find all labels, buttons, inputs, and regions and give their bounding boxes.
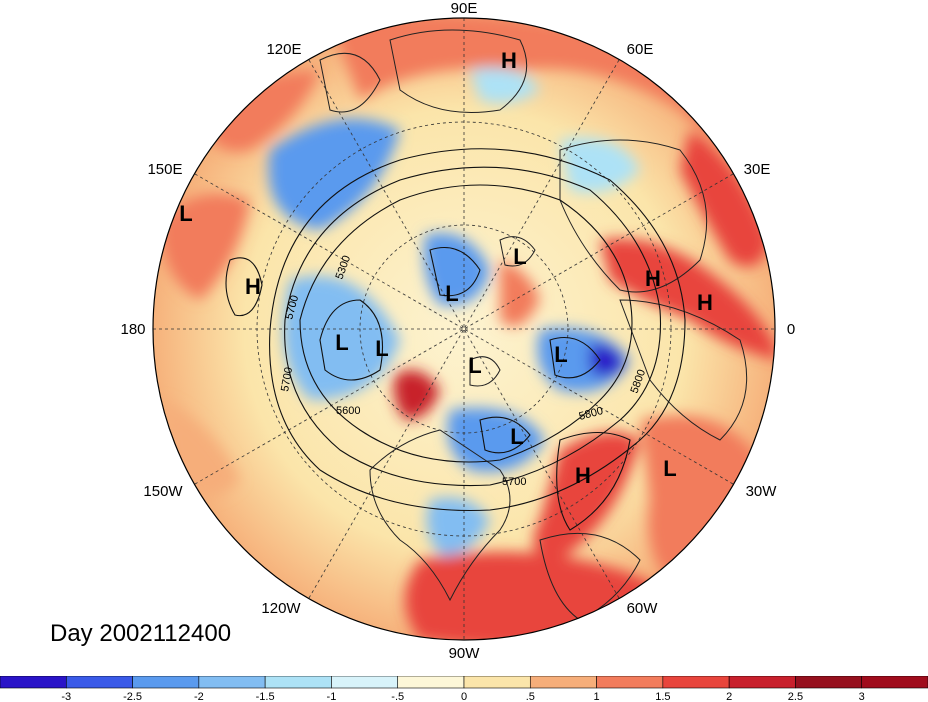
- height-contours: [225, 148, 686, 531]
- polar-stereographic-map: 90E 60E 120E 30E 150E 0 180 30W 150W 60W…: [120, 0, 795, 662]
- high-marker: H: [697, 290, 713, 315]
- lon-label-90e: 90E: [451, 0, 478, 17]
- pressure-markers: H L H L L L H H L L L L L H L: [179, 48, 713, 488]
- colorbar-cell: [861, 676, 928, 689]
- low-marker: L: [513, 244, 526, 269]
- colorbar-cell: [264, 676, 332, 689]
- lon-label-150w: 150W: [143, 483, 183, 500]
- graticule: [153, 18, 775, 640]
- high-marker: H: [575, 463, 591, 488]
- lon-label-30e: 30E: [744, 161, 771, 178]
- colorbar-cell: [65, 676, 133, 689]
- colorbar-cell: [132, 676, 200, 689]
- colorbar-tick-label: 1.5: [655, 691, 670, 702]
- contour-label: 5700: [279, 366, 295, 392]
- colorbar-tick-label: -1.5: [256, 691, 275, 702]
- high-marker: H: [645, 266, 661, 291]
- colorbar-cell: [463, 676, 531, 689]
- low-marker: L: [179, 201, 192, 226]
- lon-label-150e: 150E: [147, 161, 182, 178]
- colorbar-cell: [397, 676, 465, 689]
- colorbar-tick-label: -1: [327, 691, 337, 702]
- colorbar-tick-label: -2: [194, 691, 204, 702]
- high-marker: H: [245, 274, 261, 299]
- colorbar-cell: [728, 676, 796, 689]
- colorbar: -3 -2.5 -2 -1.5 -1 -.5 0 .5 1 1.5 2 2.5 3: [0, 676, 928, 702]
- lon-label-30w: 30W: [746, 483, 778, 500]
- map-border: [152, 17, 776, 641]
- contour-label: 5700: [502, 476, 526, 488]
- lon-label-60w: 60W: [627, 600, 659, 617]
- longitude-labels: 90E 60E 120E 30E 150E 0 180 30W 150W 60W…: [120, 0, 795, 662]
- colorbar-tick-label: .5: [526, 691, 535, 702]
- low-marker: L: [445, 281, 458, 306]
- lon-label-0: 0: [787, 321, 795, 338]
- colorbar-cell: [795, 676, 863, 689]
- colorbar-cell: [0, 676, 67, 689]
- colorbar-tick-label: -3: [61, 691, 71, 702]
- low-marker: L: [375, 336, 388, 361]
- lon-label-60e: 60E: [627, 41, 654, 58]
- colorbar-cells: [0, 676, 928, 689]
- contour-label: 5600: [336, 405, 360, 417]
- colorbar-tick-label: 2: [726, 691, 732, 702]
- lon-label-180: 180: [120, 321, 145, 338]
- low-marker: L: [554, 342, 567, 367]
- low-marker: L: [468, 353, 481, 378]
- colorbar-tick-label: 2.5: [788, 691, 803, 702]
- day-label: Day 2002112400: [50, 620, 232, 647]
- colorbar-tick-label: 3: [859, 691, 865, 702]
- low-marker: L: [663, 456, 676, 481]
- lon-label-120e: 120E: [266, 41, 301, 58]
- colorbar-cell: [596, 676, 664, 689]
- low-marker: L: [335, 330, 348, 355]
- colorbar-tick-label: -.5: [391, 691, 404, 702]
- colorbar-tick-label: 1: [594, 691, 600, 702]
- low-marker: L: [510, 424, 523, 449]
- lon-label-90w: 90W: [449, 645, 481, 662]
- colorbar-cell: [198, 676, 266, 689]
- colorbar-cell: [331, 676, 399, 689]
- colorbar-cell: [529, 676, 597, 689]
- high-marker: H: [501, 48, 517, 73]
- contour-value-labels: 5300 5700 5700 5600 5800 5800 5700: [279, 254, 648, 488]
- colorbar-tick-label: 0: [461, 691, 467, 702]
- colorbar-ticks: -3 -2.5 -2 -1.5 -1 -.5 0 .5 1 1.5 2 2.5 3: [61, 691, 864, 702]
- colorbar-cell: [662, 676, 730, 689]
- coastlines: [319, 29, 748, 621]
- colorbar-tick-label: -2.5: [123, 691, 142, 702]
- lon-label-120w: 120W: [261, 600, 301, 617]
